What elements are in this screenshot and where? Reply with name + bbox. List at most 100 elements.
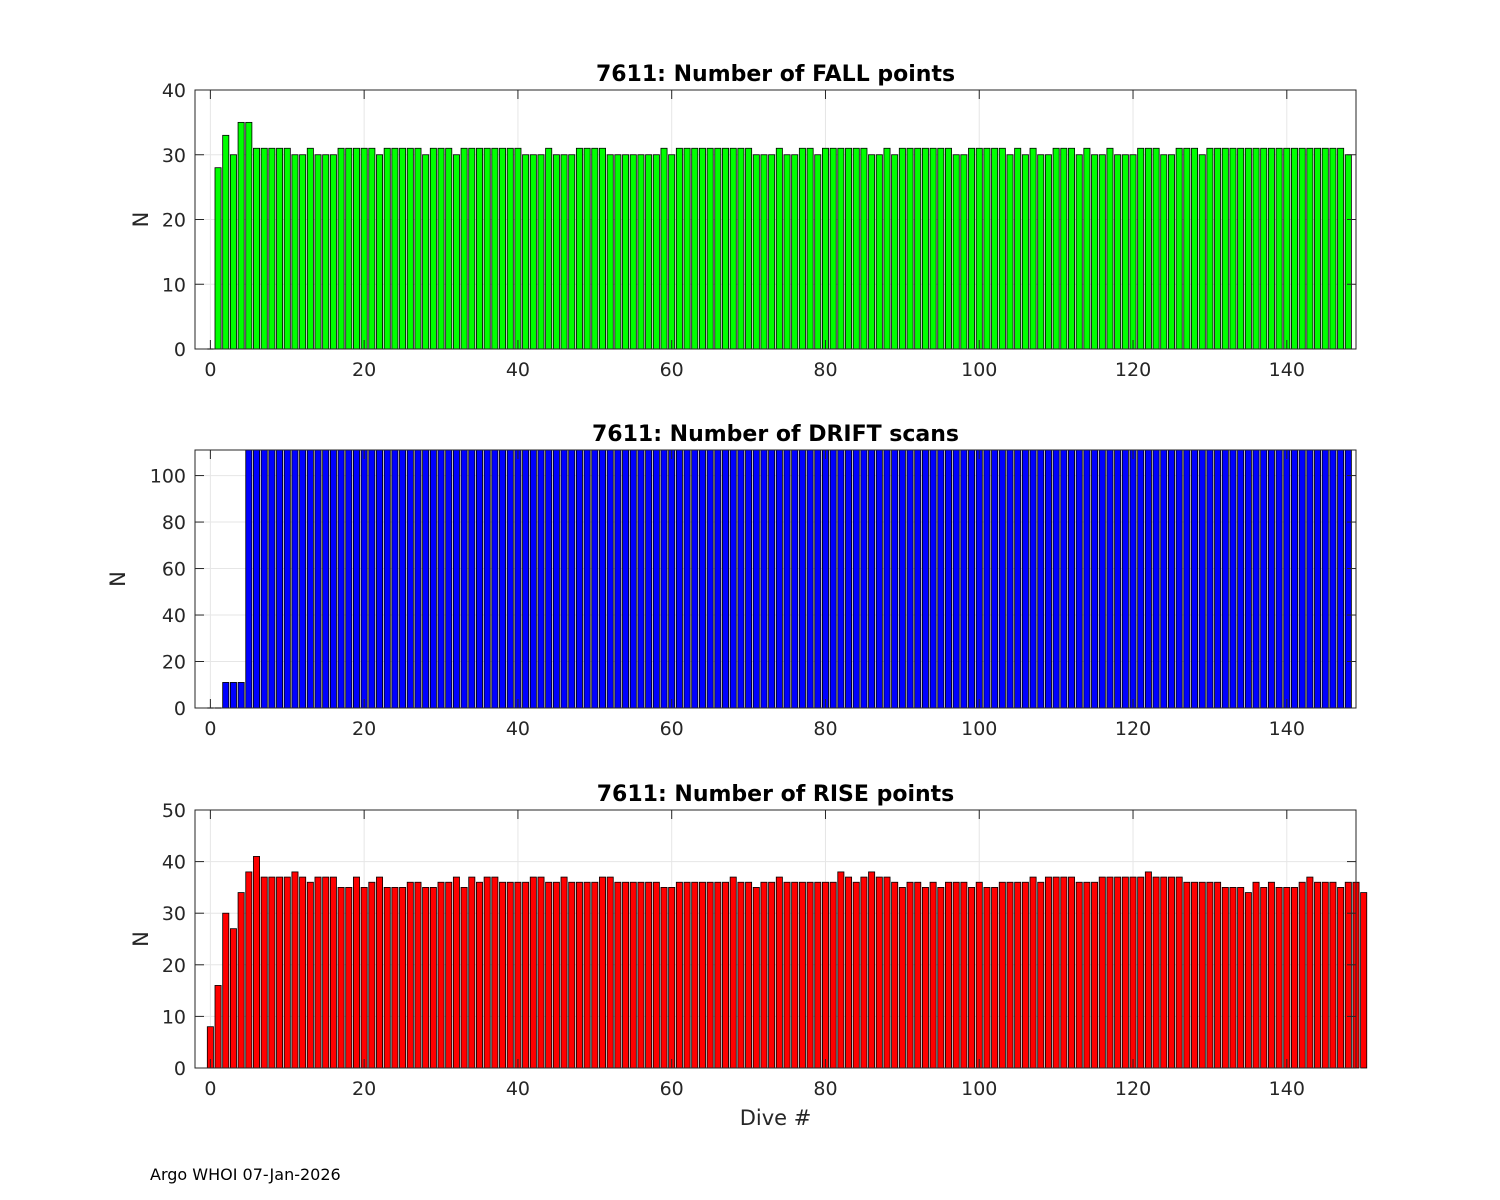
bar	[583, 881, 591, 1069]
bar	[1275, 147, 1283, 350]
bar	[906, 449, 914, 709]
bar	[814, 449, 822, 709]
bar	[506, 147, 514, 350]
bar	[1260, 147, 1268, 350]
bar	[575, 881, 583, 1069]
bar	[1244, 449, 1252, 709]
bar	[422, 449, 430, 709]
bar	[975, 147, 983, 350]
bar	[1098, 154, 1106, 350]
bar	[483, 449, 491, 709]
bar	[314, 876, 322, 1069]
bar	[906, 147, 914, 350]
bar	[299, 876, 307, 1069]
bar	[729, 147, 737, 350]
bar	[852, 881, 860, 1069]
bar	[729, 876, 737, 1069]
bar	[514, 449, 522, 709]
bar	[1198, 449, 1206, 709]
y-tick-label: 40	[162, 605, 186, 627]
bar	[1083, 881, 1091, 1069]
bar	[552, 881, 560, 1069]
bar	[352, 147, 360, 350]
bar	[399, 449, 407, 709]
bar	[222, 912, 230, 1069]
bar	[1114, 154, 1122, 350]
bar	[1152, 147, 1160, 350]
bar	[214, 167, 222, 350]
bar	[468, 147, 476, 350]
bar	[1221, 449, 1229, 709]
bar	[883, 449, 891, 709]
bar	[214, 985, 222, 1069]
bar	[499, 449, 507, 709]
bar	[660, 147, 668, 350]
bar	[606, 449, 614, 709]
chart-title: 7611: Number of DRIFT scans	[592, 422, 959, 447]
bar	[1167, 154, 1175, 350]
bar	[406, 881, 414, 1069]
bar	[683, 147, 691, 350]
y-tick-label: 80	[162, 512, 186, 534]
bar	[1260, 449, 1268, 709]
bar	[1106, 147, 1114, 350]
bar	[998, 449, 1006, 709]
bar	[968, 449, 976, 709]
bar	[383, 449, 391, 709]
bar	[691, 449, 699, 709]
bar	[1006, 881, 1014, 1069]
bar	[945, 147, 952, 350]
y-tick-label: 20	[162, 210, 186, 232]
bar	[476, 881, 483, 1069]
bar	[1267, 449, 1275, 709]
bar	[975, 449, 983, 709]
bar	[1183, 881, 1191, 1069]
x-tick-label: 0	[204, 359, 216, 381]
bar	[291, 154, 299, 350]
bar	[1237, 147, 1245, 350]
bar	[675, 147, 683, 350]
x-tick-label: 40	[506, 718, 530, 740]
x-tick-label: 140	[1269, 1078, 1305, 1100]
bar	[1106, 876, 1114, 1069]
bar	[1037, 154, 1045, 350]
bar	[429, 887, 437, 1069]
bar	[283, 876, 291, 1069]
bar	[1198, 154, 1206, 350]
bar	[768, 154, 776, 350]
bar	[376, 154, 384, 350]
bar	[645, 881, 653, 1069]
bar	[1344, 154, 1352, 350]
bar	[360, 449, 368, 709]
bar	[460, 147, 468, 350]
bar	[222, 134, 230, 350]
x-tick-label: 40	[506, 1078, 530, 1100]
bar	[445, 449, 453, 709]
bar	[283, 147, 291, 350]
bar	[629, 154, 637, 350]
bar	[606, 154, 614, 350]
bar	[575, 147, 583, 350]
bar	[837, 147, 845, 350]
y-tick-label: 100	[150, 466, 186, 488]
bar	[898, 147, 906, 350]
bar	[822, 881, 829, 1069]
x-tick-label: 80	[813, 359, 837, 381]
bar	[522, 881, 530, 1069]
bar	[760, 154, 768, 350]
bar	[1175, 147, 1183, 350]
bar	[1191, 881, 1199, 1069]
bar	[1060, 876, 1068, 1069]
bar	[1098, 876, 1106, 1069]
bar	[798, 449, 806, 709]
bar	[1014, 147, 1022, 350]
bar	[1252, 449, 1260, 709]
bar	[476, 449, 483, 709]
x-tick-label: 140	[1269, 718, 1305, 740]
bar	[314, 154, 322, 350]
bar	[337, 449, 345, 709]
bar	[406, 147, 414, 350]
bar	[1129, 449, 1137, 709]
bar	[975, 881, 983, 1069]
